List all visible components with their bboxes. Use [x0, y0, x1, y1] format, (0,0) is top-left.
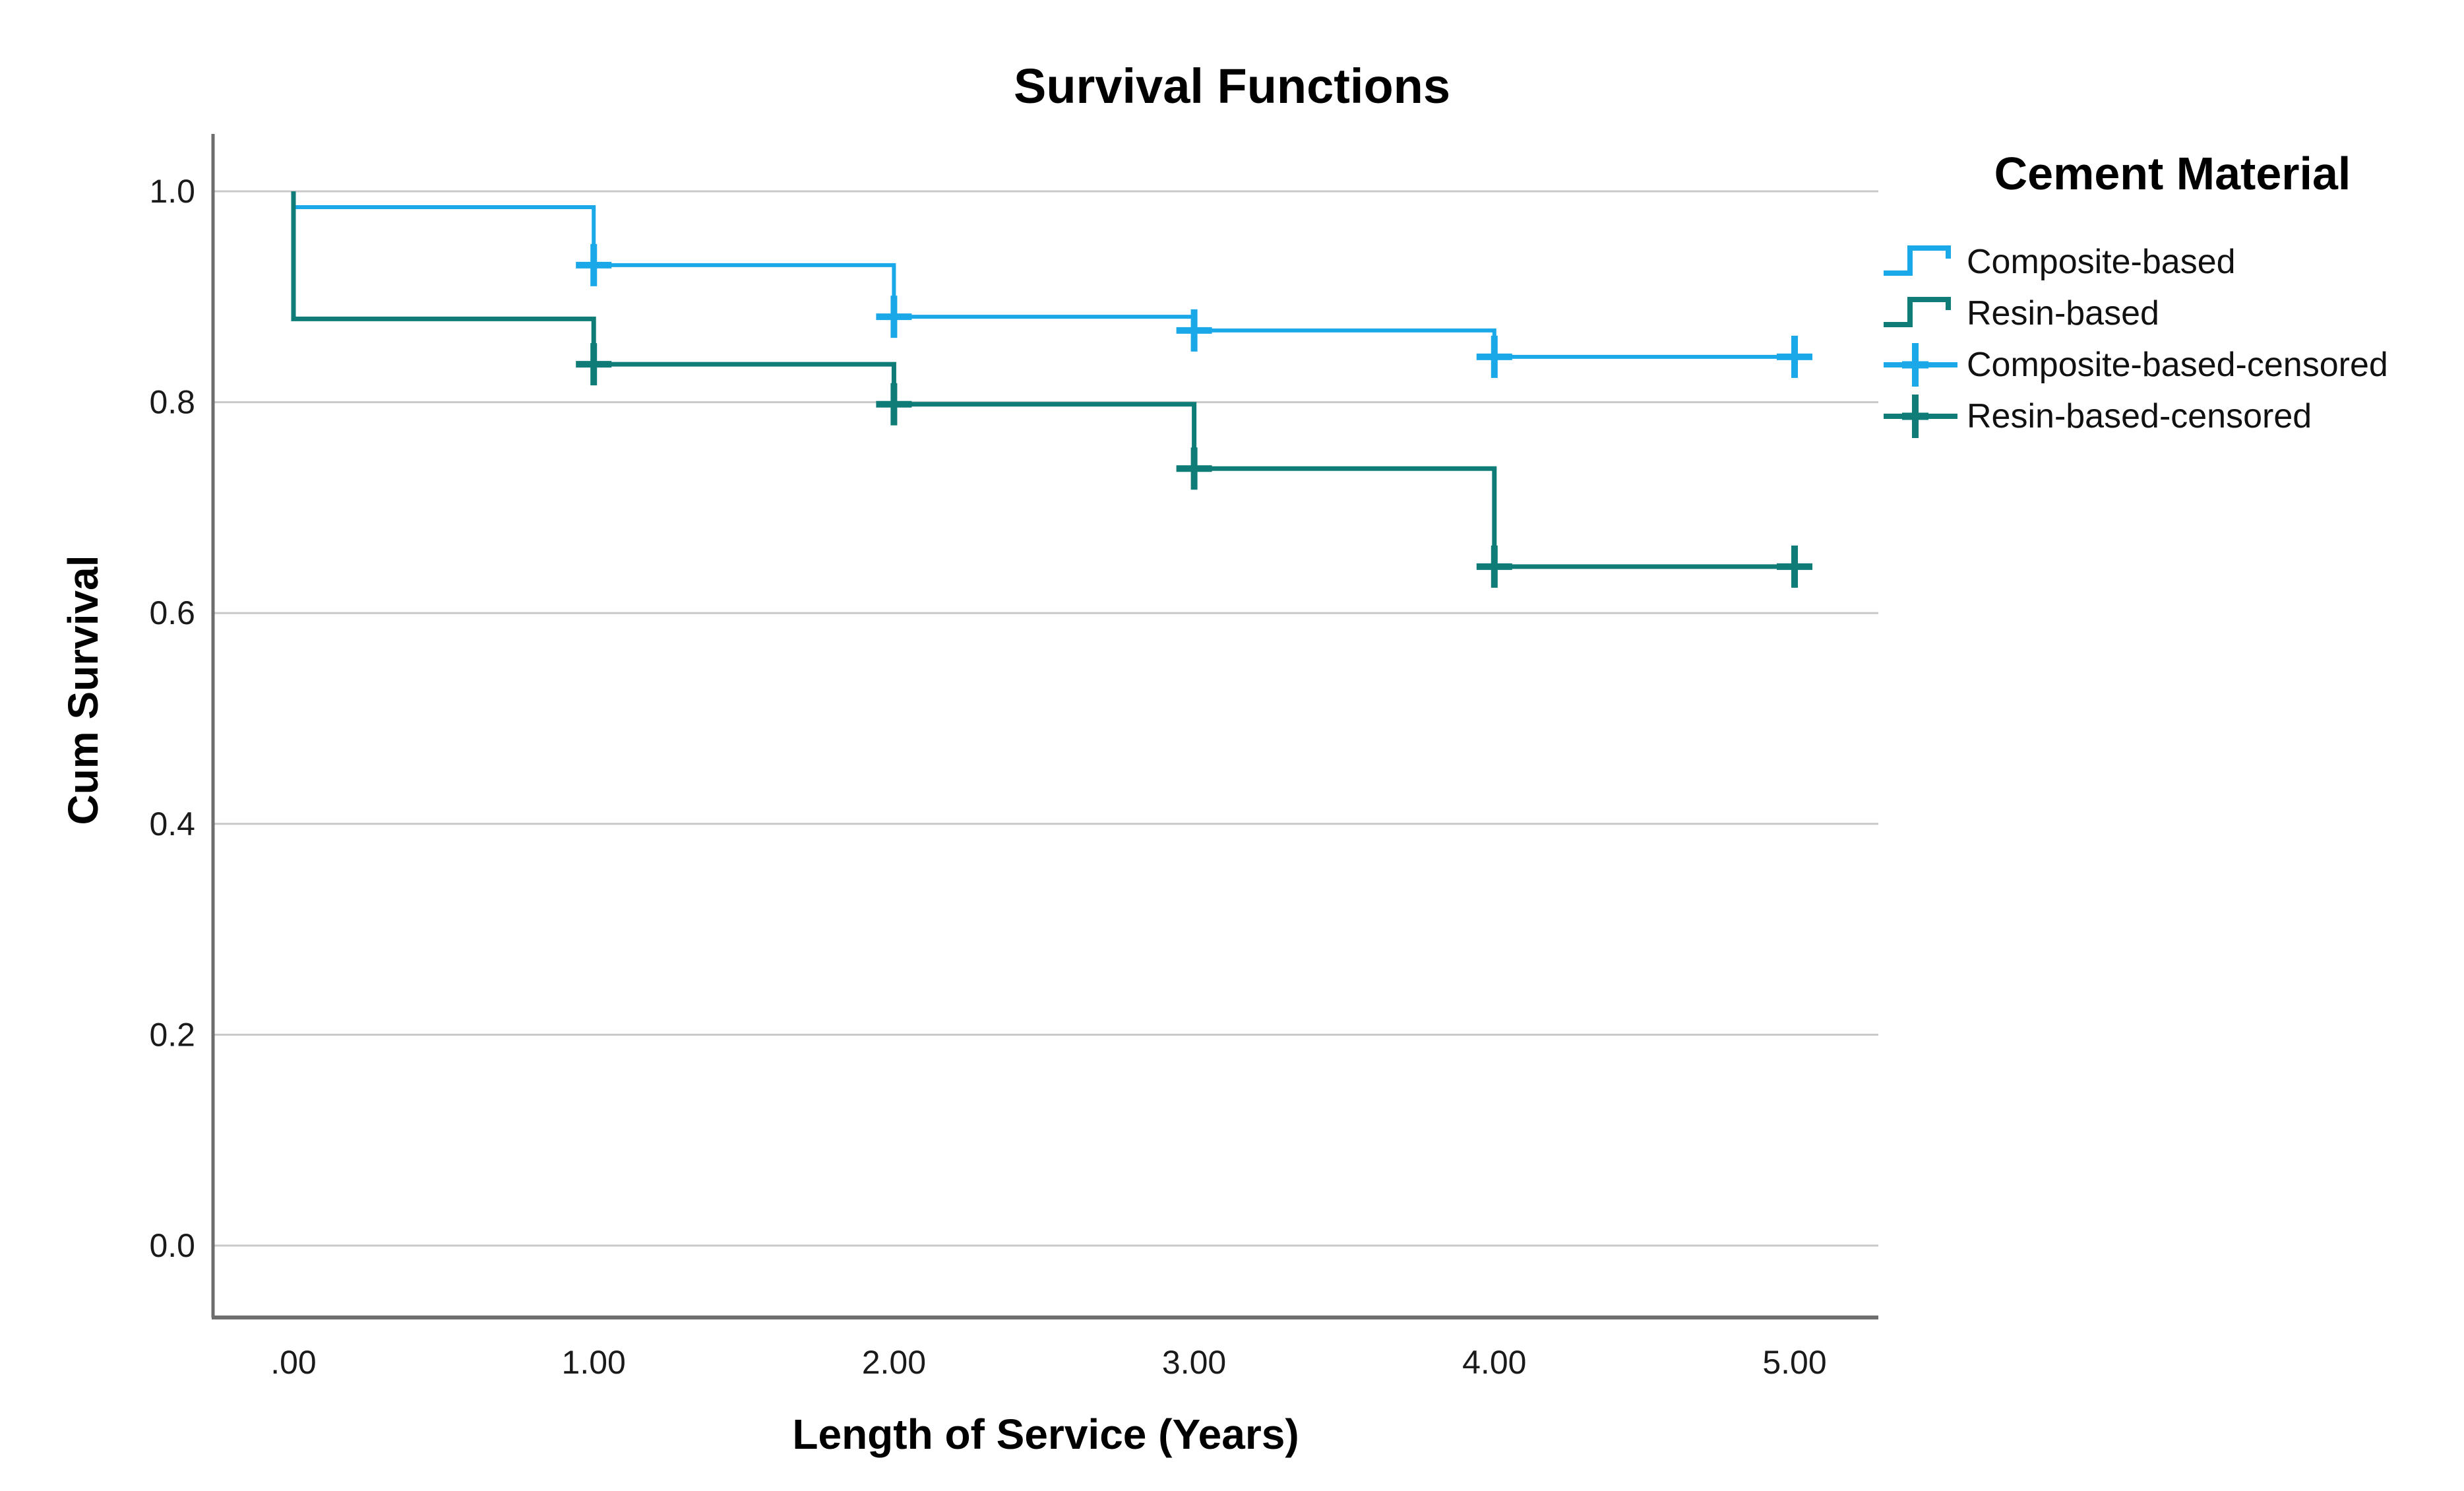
y-tick-label: 0.4: [149, 806, 195, 842]
censor-mark-composite-based: [1176, 309, 1212, 352]
x-tick-label: 2.00: [862, 1344, 926, 1381]
censor-plus-icon: [1884, 343, 1957, 387]
censor-mark-composite-based: [876, 296, 912, 338]
y-axis-title: Cum Survival: [59, 555, 107, 825]
chart-title: Survival Functions: [1013, 59, 1451, 113]
legend: Cement Material Composite-based Resin-bas…: [1881, 150, 2464, 442]
y-tick-label: 1.0: [149, 173, 195, 210]
legend-item-label: Resin-based: [1967, 294, 2159, 333]
y-tick-label: 0.6: [149, 594, 195, 631]
legend-item-composite-based-censored: Composite-based-censored: [1881, 339, 2464, 391]
y-tick-label: 0.0: [149, 1227, 195, 1264]
step-line-icon: [1884, 297, 1951, 327]
y-tick-label: 0.8: [149, 384, 195, 421]
legend-item-resin-based-censored: Resin-based-censored: [1881, 391, 2464, 442]
censor-mark-resin-based: [1777, 545, 1812, 588]
survival-curve-resin-based: [291, 191, 1795, 569]
censor-mark-composite-based: [576, 243, 612, 286]
x-tick-label: .00: [270, 1344, 317, 1381]
x-tick-label: 1.00: [562, 1344, 626, 1381]
legend-item-label: Resin-based-censored: [1967, 397, 2312, 435]
x-tick-label: 4.00: [1462, 1344, 1526, 1381]
x-tick-label: 3.00: [1162, 1344, 1226, 1381]
legend-item-label: Composite-based: [1967, 243, 2236, 281]
step-line-icon: [1884, 245, 1951, 276]
survival-curve-composite-based: [292, 191, 1795, 359]
censor-mark-composite-based: [1777, 335, 1812, 378]
censor-mark-resin-based: [876, 383, 912, 426]
x-tick-label: 5.00: [1762, 1344, 1826, 1381]
legend-item-composite-based: Composite-based: [1881, 236, 2464, 288]
censor-mark-composite-based: [1476, 335, 1512, 378]
legend-item-resin-based: Resin-based: [1881, 288, 2464, 339]
y-tick-label: 0.2: [149, 1016, 195, 1053]
censor-mark-resin-based: [1476, 545, 1512, 588]
legend-item-label: Composite-based-censored: [1967, 346, 2388, 384]
censor-mark-resin-based: [576, 343, 612, 386]
censor-mark-resin-based: [1176, 447, 1212, 490]
legend-title: Cement Material: [1994, 148, 2351, 199]
x-axis-title: Length of Service (Years): [792, 1411, 1299, 1458]
legend-rows: Composite-based Resin-based Composite-base…: [1881, 236, 2464, 442]
censor-plus-icon: [1884, 395, 1957, 438]
